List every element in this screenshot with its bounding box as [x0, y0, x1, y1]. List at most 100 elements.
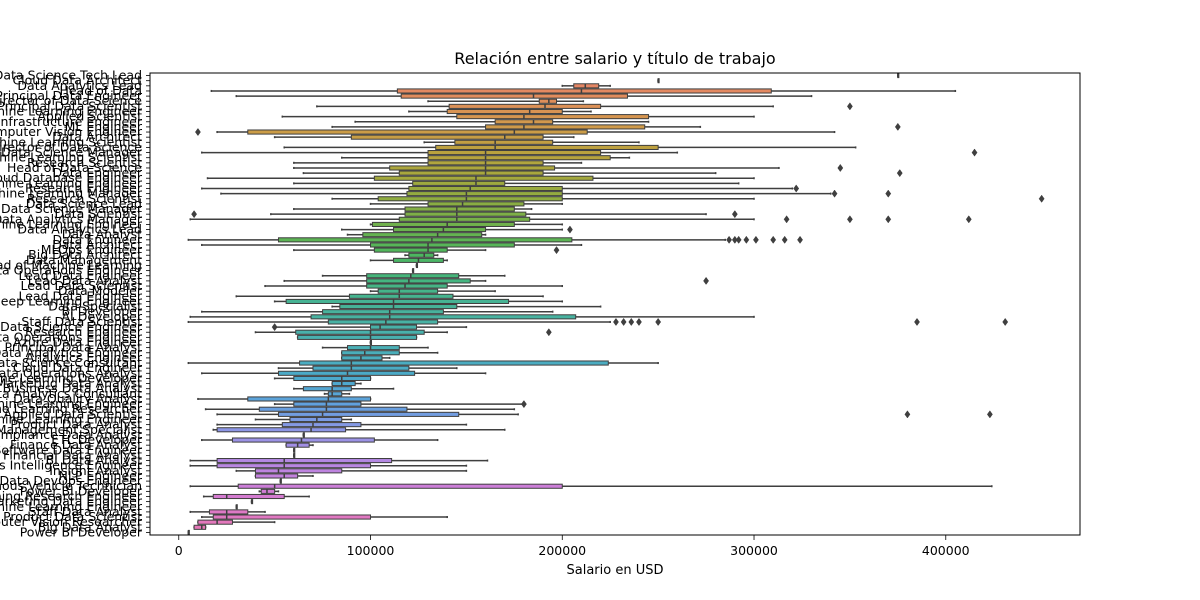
- y-tick-label: Data Analyst: [62, 227, 142, 242]
- box-body: [341, 350, 400, 356]
- box-7: [408, 108, 592, 115]
- box-body: [327, 319, 439, 325]
- box-body: [573, 83, 600, 89]
- y-tick-label: Machine Learning Researcher: [0, 401, 143, 416]
- box-body: [404, 211, 527, 217]
- y-tick-label: Insight Analyst: [49, 463, 142, 478]
- box-2: [561, 83, 611, 89]
- box-44: [273, 298, 564, 304]
- box-81: [258, 488, 280, 494]
- box-body: [412, 180, 506, 186]
- box-body: [347, 345, 400, 351]
- outlier-marker: [731, 235, 738, 244]
- box-body: [396, 88, 772, 94]
- box-51: [296, 334, 418, 340]
- box-26: [293, 206, 533, 212]
- box-87: [197, 519, 276, 525]
- outlier-marker: [743, 235, 750, 244]
- y-tick-label: Data Architect: [52, 129, 142, 144]
- box-32: [187, 235, 803, 244]
- box-body: [485, 124, 646, 130]
- box-33: [201, 242, 583, 248]
- box-49: [271, 323, 468, 332]
- box-75: [189, 458, 489, 464]
- y-tick-label: Analytics Engineer: [26, 350, 143, 365]
- box-57: [277, 365, 458, 371]
- box-4: [235, 93, 813, 99]
- box-9: [354, 119, 650, 125]
- box-34: [293, 246, 560, 255]
- x-tick-label: 200000: [538, 543, 586, 558]
- x-axis-label: Salario en USD: [567, 563, 664, 578]
- x-tick-label: 100000: [347, 543, 395, 558]
- box-82: [202, 493, 310, 500]
- outlier-marker: [703, 276, 709, 285]
- box-body: [258, 406, 408, 412]
- outlier-marker: [1002, 317, 1009, 326]
- box-19: [302, 169, 903, 178]
- box-54: [341, 350, 439, 356]
- y-tick-label: Principal Data Engineer: [0, 88, 143, 103]
- box-body: [254, 473, 299, 479]
- box-89: [187, 529, 190, 535]
- y-tick-label: Computer Vision Researcher: [0, 514, 143, 529]
- box-78: [254, 473, 314, 479]
- box-35: [404, 252, 439, 258]
- box-79: [279, 478, 282, 484]
- chart-title: Relación entre salario y título de traba…: [454, 49, 775, 68]
- box-59: [273, 375, 372, 381]
- box-body: [408, 252, 435, 258]
- y-tick-label: Data Analytics Manager: [0, 211, 143, 226]
- box-body: [341, 355, 383, 361]
- y-tick-label: Data Science Tech Lead: [0, 68, 142, 83]
- box-body: [435, 144, 659, 150]
- y-tick-label: Machine Learning Scientist: [0, 134, 142, 149]
- box-31: [346, 232, 487, 238]
- box-67: [254, 416, 353, 423]
- box-88: [193, 524, 207, 530]
- y-tick-label: Head of Data Science: [7, 160, 142, 175]
- box-60: [331, 381, 362, 387]
- y-tick-label: Data Operations Engineer: [0, 329, 143, 344]
- box-body: [197, 519, 233, 525]
- box-body: [350, 134, 544, 140]
- plot-frame: [149, 72, 1081, 536]
- box-body: [281, 422, 362, 428]
- box-body: [370, 242, 515, 248]
- box-61: [293, 386, 395, 392]
- box-body: [322, 309, 444, 315]
- y-tick-label: Lead Machine Learning Engineer: [0, 396, 143, 411]
- box-body: [212, 514, 372, 520]
- box-1: [657, 78, 660, 84]
- y-tick-label: Staff Data Scientist: [21, 314, 142, 329]
- box-body: [193, 524, 207, 530]
- box-body: [327, 391, 343, 397]
- box-41: [264, 283, 564, 289]
- y-tick-label: Cloud Data Engineer: [13, 360, 143, 375]
- box-body: [427, 155, 611, 161]
- y-tick-label: Power BI Developer: [20, 483, 143, 498]
- box-43: [235, 293, 544, 299]
- box-23: [220, 189, 892, 198]
- y-tick-label: BI Developer: [61, 304, 142, 319]
- y-tick-label: Head of Machine Learning: [0, 258, 142, 273]
- y-tick-label: Machine Learning Scientist: [0, 150, 142, 165]
- box-80: [189, 483, 993, 489]
- box-body: [293, 375, 372, 381]
- box-body: [427, 201, 525, 207]
- y-tick-label: Deep Learning Engineer: [0, 293, 143, 308]
- y-tick-label: AI Developer: [62, 309, 143, 324]
- y-tick-label: MLOps Engineer: [41, 242, 143, 257]
- x-tick-label: 300000: [730, 543, 778, 558]
- box-76: [189, 463, 468, 469]
- y-tick-label: Financial Data Analyst: [3, 447, 142, 462]
- y-tick-label: Machine Learning Engineer: [0, 216, 143, 231]
- box-36: [369, 257, 448, 263]
- box-47: [189, 314, 755, 320]
- x-axis: 0 100000 200000 300000 400000: [175, 535, 970, 558]
- outlier-marker: [781, 235, 788, 244]
- y-tick-label: Lead Data Engineer: [19, 288, 143, 303]
- y-tick-label: Product Data Scientist: [3, 509, 142, 524]
- box-body: [398, 170, 544, 176]
- box-body: [293, 401, 362, 407]
